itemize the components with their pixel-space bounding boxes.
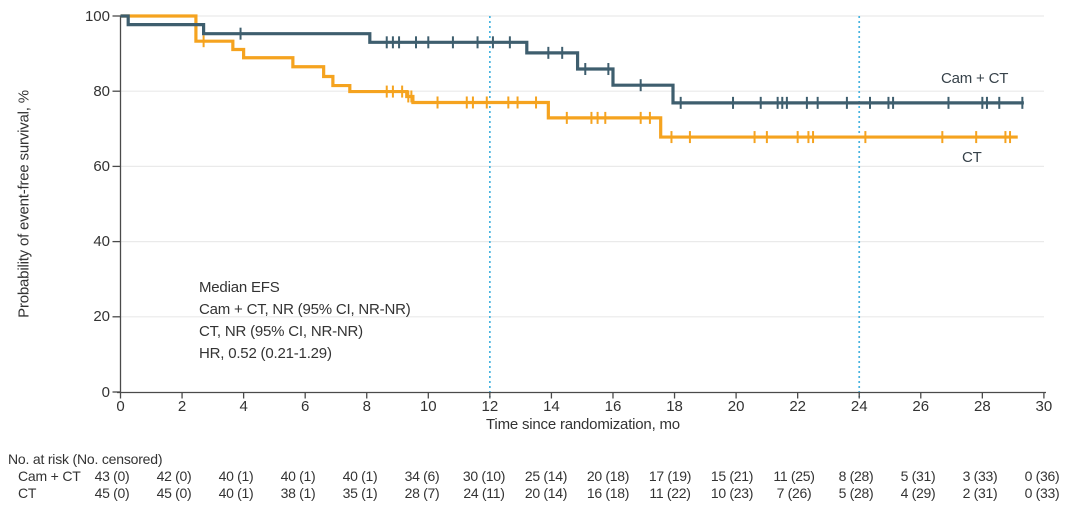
curve-label-ct: CT	[962, 149, 982, 166]
x-tick-label-4: 4	[239, 398, 248, 415]
risk-cell: 20 (14)	[524, 485, 568, 501]
x-tick-label-0: 0	[116, 398, 125, 415]
risk-cell: 0 (36)	[1024, 468, 1060, 484]
x-tick-label-10: 10	[419, 398, 437, 415]
x-tick-label-18: 18	[666, 398, 683, 415]
risk-table-header: No. at risk (No. censored)	[8, 451, 163, 467]
curve-label-cam-ct: Cam + CT	[941, 70, 1009, 87]
risk-cell: 4 (29)	[900, 485, 936, 501]
risk-cell: 43 (0)	[94, 468, 130, 484]
risk-cell: 3 (33)	[962, 468, 998, 484]
risk-cell: 25 (14)	[524, 468, 568, 484]
x-tick-label-22: 22	[789, 398, 806, 415]
risk-cell: 40 (1)	[218, 485, 254, 501]
risk-cell: 34 (6)	[404, 468, 440, 484]
y-tick-label-40: 40	[93, 233, 110, 251]
x-tick-label-2: 2	[177, 398, 187, 415]
risk-cell: 8 (28)	[838, 468, 874, 484]
risk-cell: 28 (7)	[404, 485, 440, 501]
x-tick-label-30: 30	[1035, 398, 1053, 415]
risk-cell: 17 (19)	[648, 468, 692, 484]
risk-cell: 45 (0)	[156, 485, 192, 501]
median-efs-annotation: Median EFS Cam + CT, NR (95% CI, NR-NR) …	[199, 277, 411, 365]
risk-cell: 30 (10)	[462, 468, 506, 484]
risk-cell: 42 (0)	[156, 468, 192, 484]
risk-cell: 24 (11)	[463, 485, 505, 501]
risk-cell: 45 (0)	[94, 485, 130, 501]
annotation-line-camct: Cam + CT, NR (95% CI, NR-NR)	[199, 301, 411, 318]
risk-cell: 11 (22)	[649, 485, 691, 501]
y-tick-label-0: 0	[101, 383, 110, 401]
risk-cell: 5 (31)	[900, 468, 936, 484]
risk-cell: 40 (1)	[280, 468, 316, 484]
risk-cell: 40 (1)	[218, 468, 254, 484]
risk-cell: 2 (31)	[962, 485, 998, 501]
y-axis-title: Probability of event-free survival, %	[15, 90, 33, 318]
x-tick-label-14: 14	[543, 398, 560, 415]
risk-cell: 20 (18)	[586, 468, 630, 484]
risk-cell: 7 (26)	[776, 485, 812, 501]
x-tick-label-24: 24	[850, 398, 868, 415]
y-tick-label-20: 20	[93, 308, 110, 326]
annotation-line-hr: HR, 0.52 (0.21-1.29)	[199, 345, 332, 362]
annotation-line-ct: CT, NR (95% CI, NR-NR)	[199, 323, 363, 340]
x-tick-label-28: 28	[973, 398, 991, 415]
y-tick-label-80: 80	[93, 82, 110, 100]
risk-row-label-ct: CT	[18, 485, 37, 501]
annotation-line-median: Median EFS	[199, 279, 280, 296]
x-tick-label-16: 16	[604, 398, 622, 415]
x-tick-label-12: 12	[481, 398, 499, 415]
x-tick-label-8: 8	[362, 398, 371, 415]
survival-curve-ct	[120, 14, 1018, 139]
risk-cell: 0 (33)	[1024, 485, 1060, 501]
y-tick-label-100: 100	[84, 7, 110, 25]
risk-cell: 38 (1)	[280, 485, 316, 501]
risk-cell: 40 (1)	[342, 468, 378, 484]
risk-cell: 35 (1)	[342, 485, 378, 501]
risk-cell: 10 (23)	[710, 485, 754, 501]
risk-cell: 15 (21)	[710, 468, 754, 484]
y-tick-label-60: 60	[93, 157, 110, 175]
x-tick-label-6: 6	[301, 398, 310, 415]
x-tick-label-26: 26	[912, 398, 930, 415]
risk-cell: 5 (28)	[838, 485, 874, 501]
x-tick-label-20: 20	[727, 398, 745, 415]
risk-cell: 11 (25)	[773, 468, 815, 484]
risk-row-label-cam-ct: Cam + CT	[18, 468, 81, 484]
risk-cell: 16 (18)	[586, 485, 630, 501]
survival-curve-cam-ct	[120, 14, 1024, 105]
x-axis-title: Time since randomization, mo	[486, 416, 680, 433]
